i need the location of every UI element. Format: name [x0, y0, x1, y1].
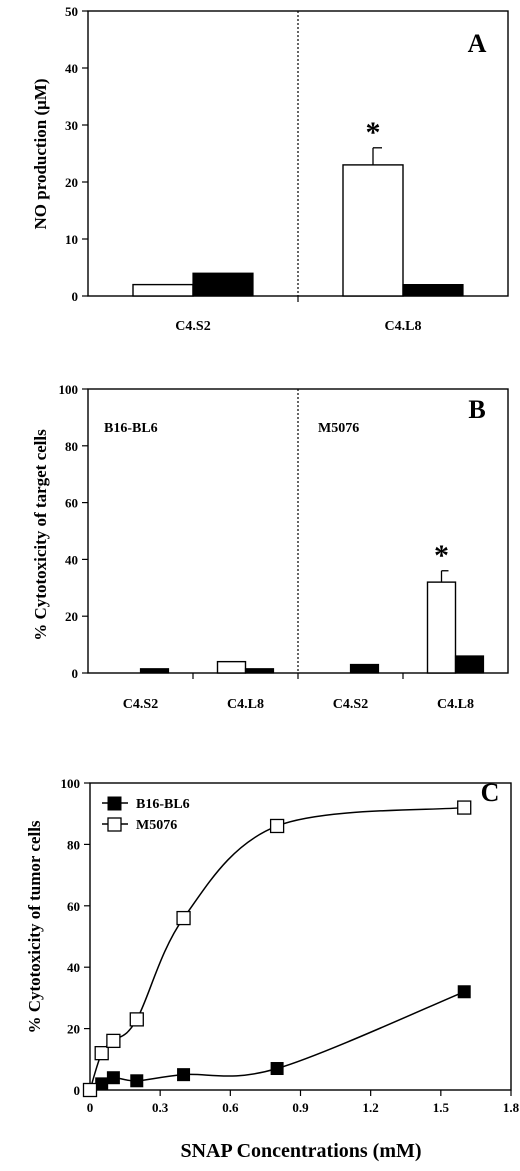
panel-c-xlabel: SNAP Concentrations (mM)	[180, 1140, 421, 1162]
panel-a: NO production (μM) A 0 10 20 30 40 50 C4.S2 C4.…	[31, 4, 509, 334]
bar	[139, 668, 170, 674]
data-point	[177, 1068, 191, 1082]
y-tick-label: 60	[65, 496, 78, 511]
bar	[342, 164, 404, 297]
plot-frame	[87, 10, 509, 297]
y-tick-label: 20	[67, 1022, 80, 1037]
y-tick-label: 20	[65, 175, 78, 190]
panel-a-letter: A	[468, 29, 487, 58]
y-tick-label: 40	[65, 61, 78, 76]
data-point	[269, 818, 285, 834]
group-label-b16: B16-BL6	[104, 421, 158, 436]
x-tick-label: 1.5	[433, 1100, 450, 1115]
y-tick-label: 100	[61, 776, 81, 791]
category-label: C4.S2	[123, 697, 158, 712]
legend-marker-m5076	[107, 817, 122, 832]
y-tick-label: 40	[65, 552, 78, 567]
y-tick-label: 50	[65, 4, 78, 19]
data-point	[270, 1062, 284, 1076]
x-tick-label: 0.3	[152, 1100, 169, 1115]
series-line	[89, 991, 465, 1091]
bar	[349, 663, 380, 674]
y-tick-label: 30	[65, 118, 78, 133]
y-tick-label: 0	[72, 666, 79, 681]
panel-a-ylabel: NO production (μM)	[31, 79, 50, 230]
legend: B16-BL6 M5076	[102, 796, 190, 833]
y-tick-label: 40	[67, 960, 80, 975]
data-point	[106, 1071, 120, 1085]
y-tick-label: 80	[65, 439, 78, 454]
y-tick-label: 60	[67, 899, 80, 914]
category-label: C4.S2	[175, 319, 210, 334]
data-point	[82, 1082, 98, 1098]
panel-b: % Cytotoxicity of target cells B B16-BL6…	[31, 382, 509, 712]
bar	[244, 668, 275, 674]
y-tick-label: 10	[65, 232, 78, 247]
x-tick-label: 0	[87, 1100, 94, 1115]
bar	[192, 272, 254, 297]
y-tick-label: 0	[72, 289, 79, 304]
bar	[402, 284, 464, 297]
y-tick-label: 100	[59, 382, 79, 397]
y-tick-label: 0	[74, 1083, 81, 1098]
data-point	[129, 1012, 144, 1027]
data-point	[130, 1074, 144, 1088]
x-tick-label: 0.6	[222, 1100, 239, 1115]
bar	[426, 581, 457, 674]
significance-star: *	[366, 116, 381, 149]
panel-c-letter: C	[481, 778, 500, 807]
category-label: C4.L8	[385, 319, 422, 334]
data-point	[457, 800, 472, 815]
bar	[216, 660, 247, 674]
panel-c-ylabel: % Cytotoxicity of tumor cells	[25, 820, 44, 1033]
data-point	[95, 1077, 109, 1091]
x-tick-label: 1.8	[503, 1100, 520, 1115]
data-point	[106, 1033, 121, 1049]
group-label-m5076: M5076	[318, 421, 359, 436]
category-label: C4.L8	[227, 697, 264, 712]
significance-star: *	[434, 539, 449, 572]
series-line	[89, 806, 465, 1091]
panel-b-ylabel: % Cytotoxicity of target cells	[31, 429, 50, 641]
panel-c: % Cytotoxicity of tumor cells SNAP Conce…	[25, 776, 520, 1162]
legend-marker-b16	[107, 796, 122, 811]
category-label: C4.L8	[437, 697, 474, 712]
data-point	[457, 985, 471, 999]
y-tick-label: 20	[65, 609, 78, 624]
y-tick-label: 80	[67, 837, 80, 852]
data-point	[176, 910, 191, 926]
bar	[132, 283, 194, 297]
data-point	[94, 1046, 109, 1061]
panel-b-letter: B	[468, 395, 485, 424]
x-tick-label: 0.9	[292, 1100, 309, 1115]
legend-label-m5076: M5076	[136, 818, 177, 833]
bar	[454, 655, 485, 674]
legend-label-b16: B16-BL6	[136, 797, 190, 812]
x-tick-label: 1.2	[363, 1100, 379, 1115]
category-label: C4.S2	[333, 697, 368, 712]
